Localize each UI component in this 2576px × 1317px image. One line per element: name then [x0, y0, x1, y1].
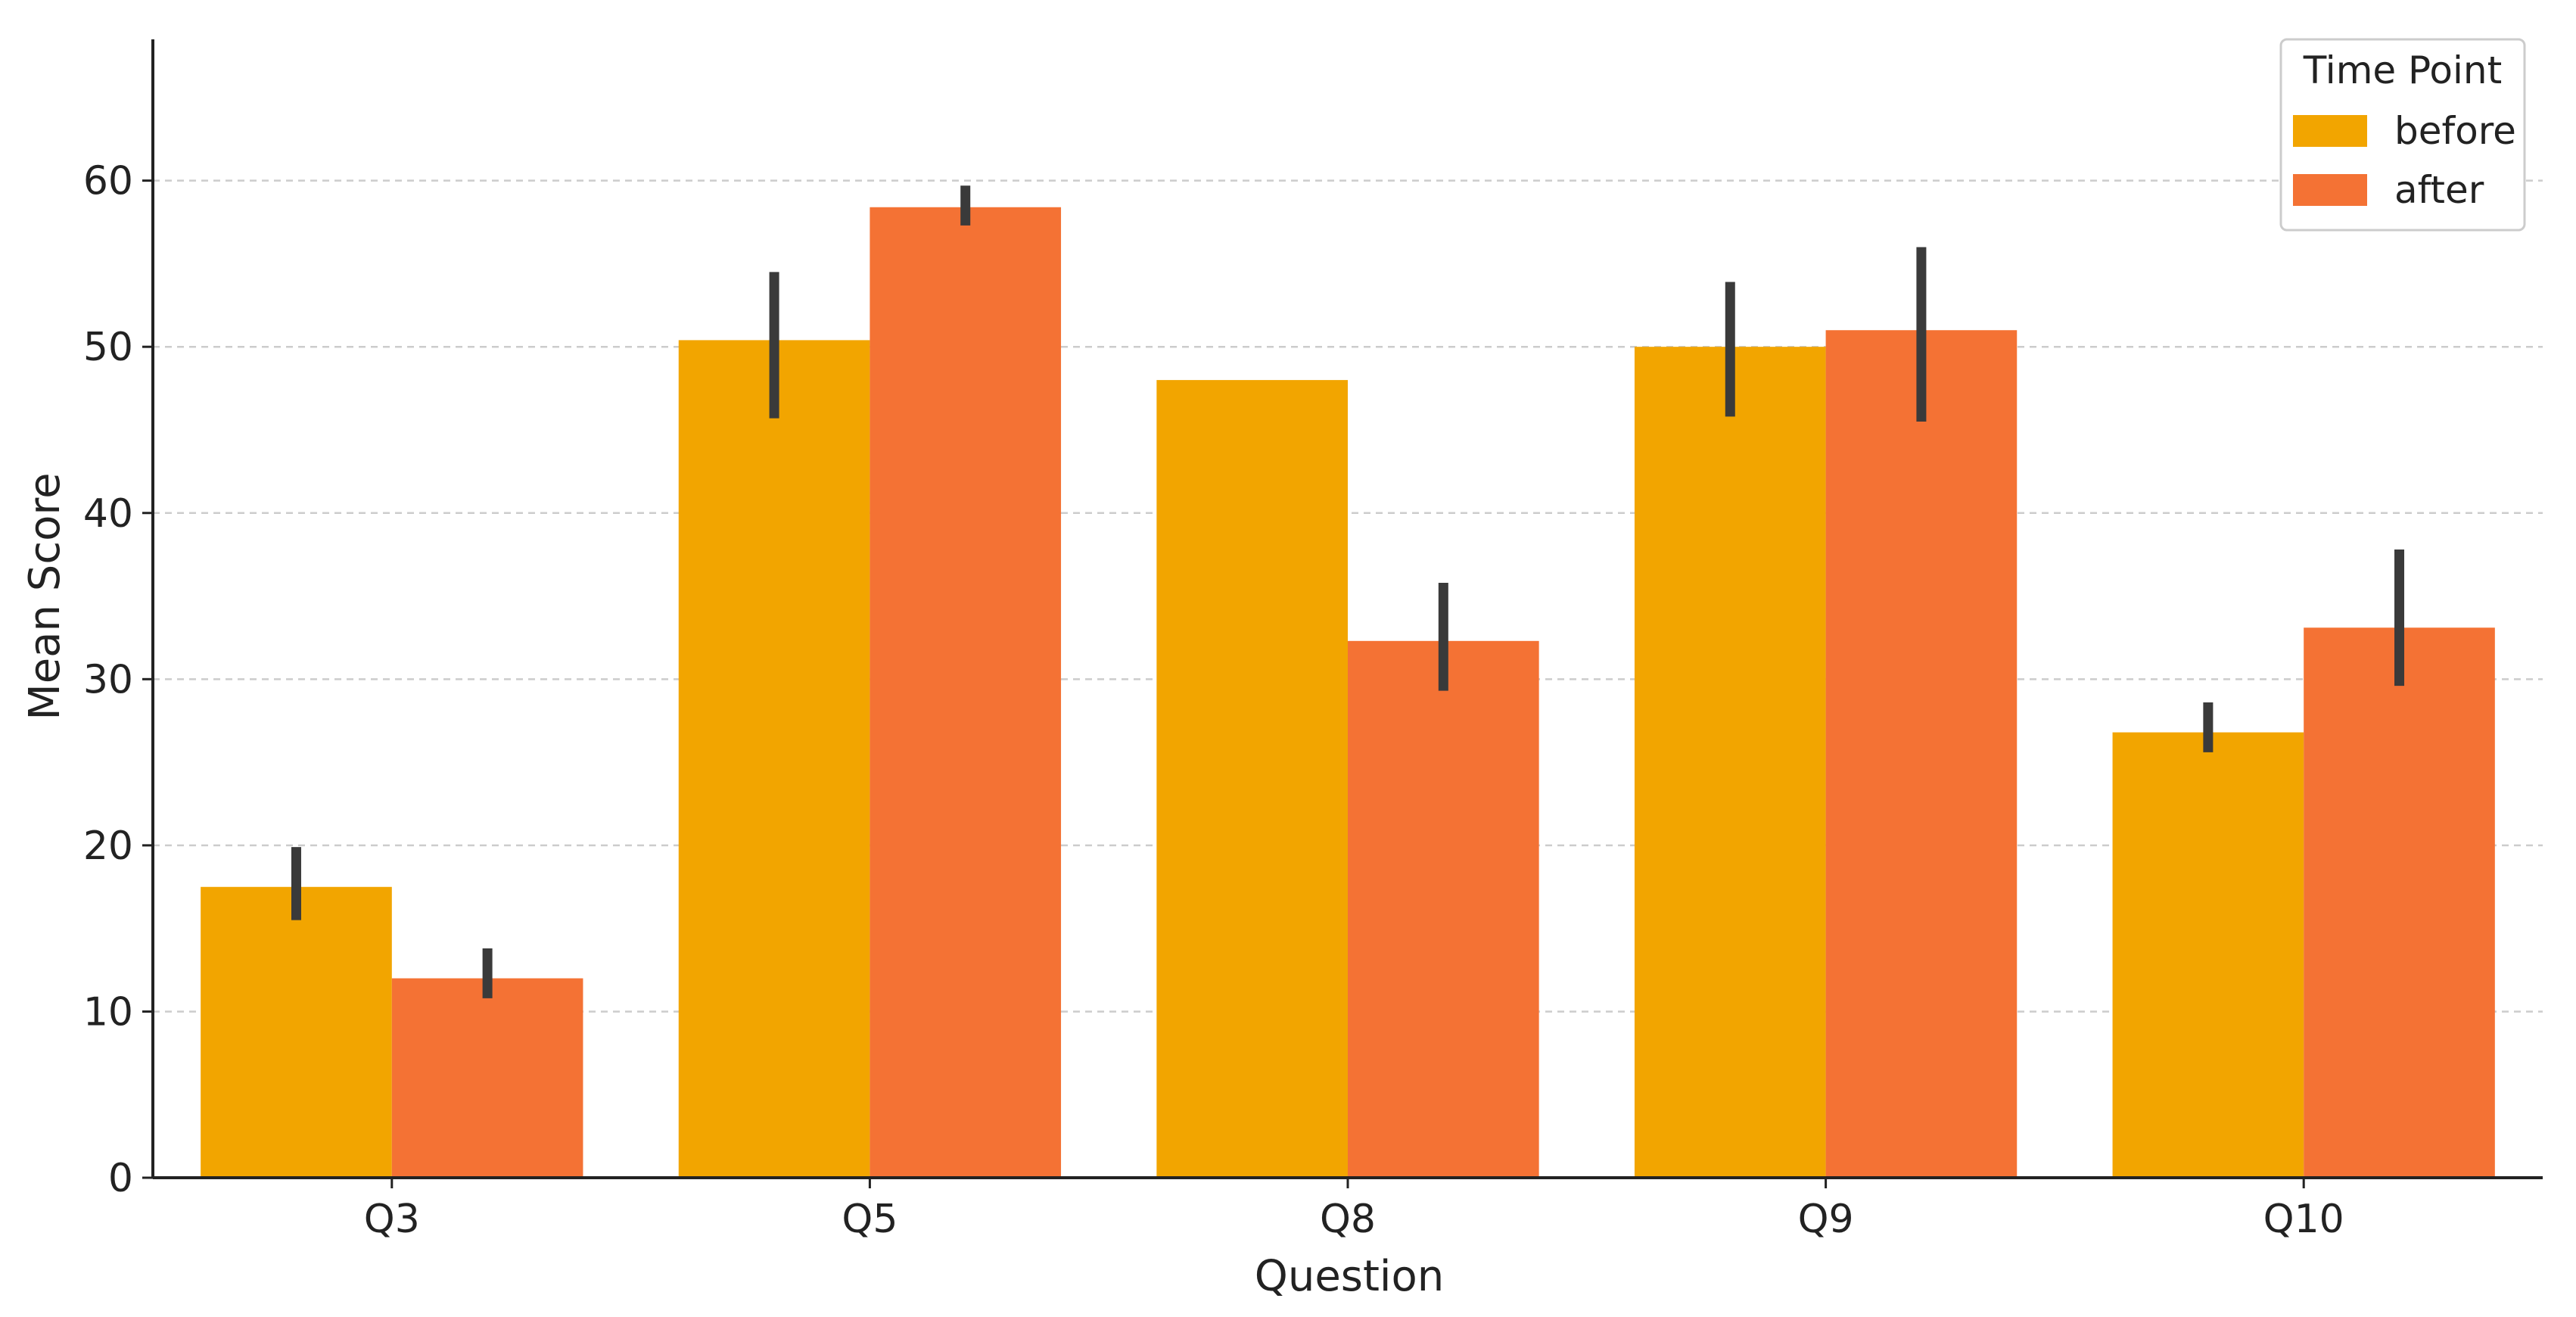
x-axis-title: Question — [1255, 1252, 1444, 1301]
legend-label-before: before — [2394, 109, 2516, 153]
y-tick-label: 10 — [83, 989, 133, 1035]
legend-title: Time Point — [2303, 48, 2502, 92]
x-tick-label: Q3 — [364, 1197, 420, 1242]
error-bars — [291, 185, 2405, 998]
bar-after-Q3 — [391, 978, 583, 1178]
bar-before-Q10 — [2112, 732, 2304, 1178]
bars — [201, 207, 2495, 1178]
x-tick-label: Q9 — [1798, 1197, 1854, 1242]
x-tick-labels: Q3 Q5 Q8 Q9 Q10 — [364, 1178, 2344, 1242]
y-tick-labels: 0 10 20 30 40 50 60 — [83, 159, 153, 1201]
legend-label-after: after — [2394, 168, 2484, 212]
y-tick-label: 0 — [108, 1156, 133, 1201]
y-tick-label: 60 — [83, 159, 133, 204]
bar-before-Q5 — [678, 340, 870, 1178]
legend-swatch-before — [2293, 115, 2367, 147]
bar-before-Q8 — [1156, 380, 1348, 1178]
y-tick-label: 40 — [83, 491, 133, 537]
y-tick-label: 50 — [83, 325, 133, 370]
x-tick-label: Q5 — [842, 1197, 898, 1242]
bar-after-Q5 — [870, 207, 1062, 1178]
bar-before-Q3 — [201, 886, 392, 1178]
legend: Time Point before after — [2279, 38, 2526, 232]
x-tick-label: Q10 — [2263, 1197, 2344, 1242]
bar-after-Q9 — [1825, 330, 2018, 1178]
y-tick-label: 20 — [83, 824, 133, 869]
bar-after-Q8 — [1348, 640, 1539, 1178]
bar-before-Q9 — [1634, 347, 1826, 1178]
bar-after-Q10 — [2304, 627, 2495, 1178]
legend-swatch-after — [2293, 174, 2367, 206]
y-axis-title: Mean Score — [20, 472, 70, 720]
y-tick-label: 30 — [83, 657, 133, 702]
x-tick-label: Q8 — [1320, 1197, 1376, 1242]
